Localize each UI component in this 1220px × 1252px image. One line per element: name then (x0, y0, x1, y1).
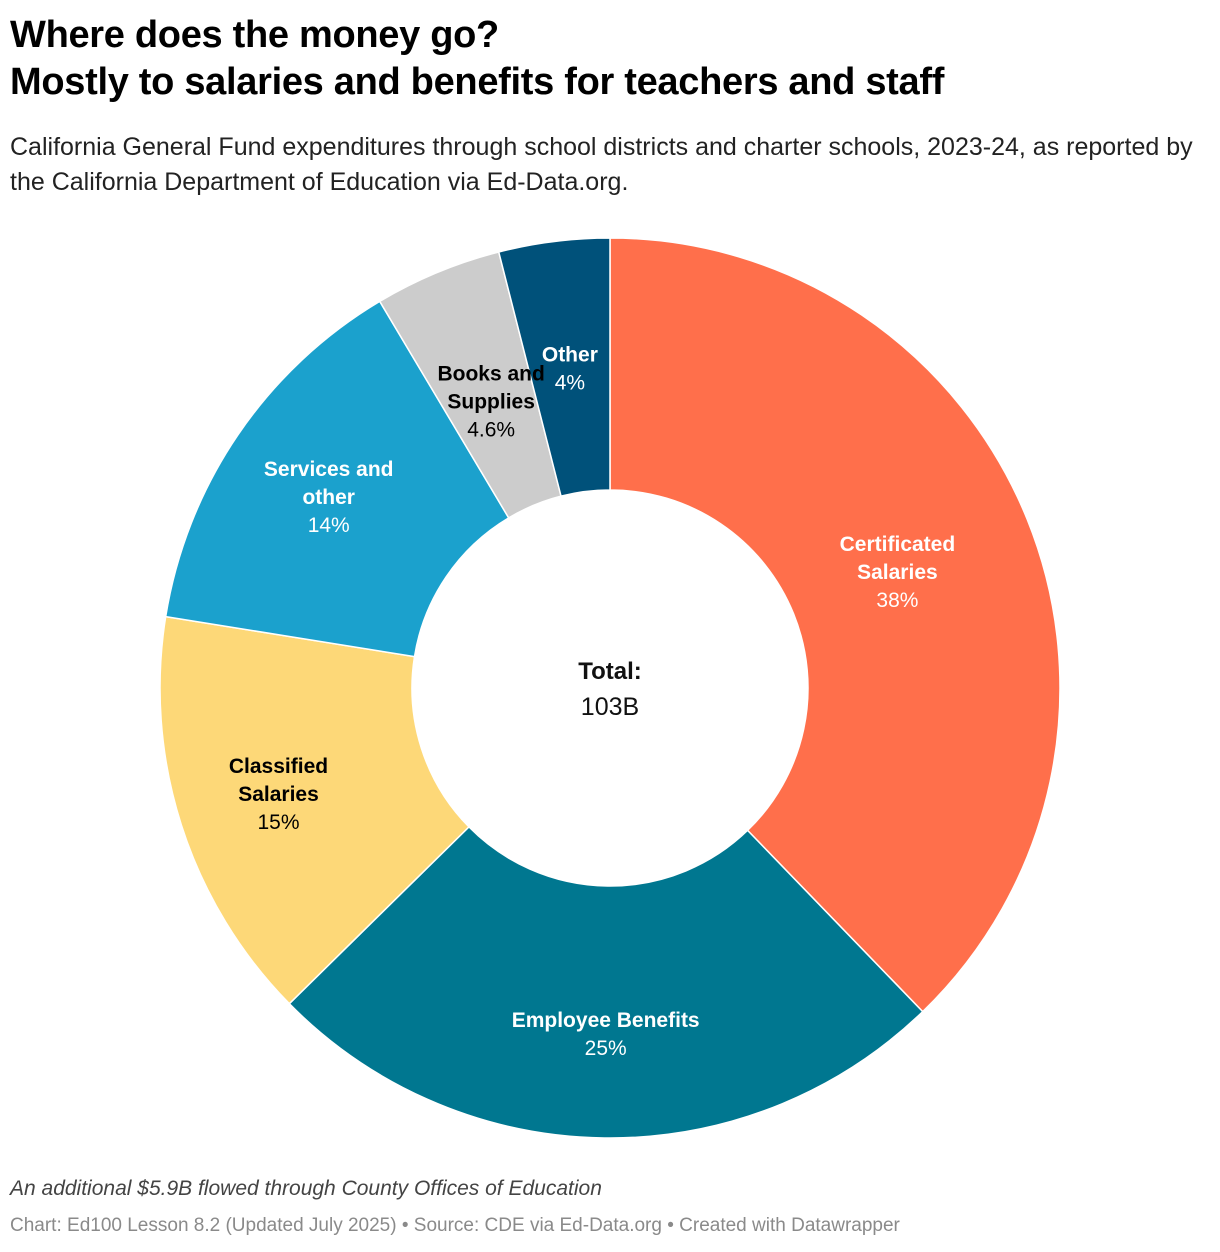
slice-employee-benefits (288, 825, 924, 1139)
chart-note: An additional $5.9B flowed through Count… (10, 1177, 602, 1200)
slice-name-books-and-supplies-line-1: Books and (437, 363, 544, 386)
slice-name-classified-salaries-line-1: Classified (229, 755, 328, 778)
slice-label-books-and-supplies: Books and Supplies 4.6% (437, 363, 544, 442)
donut-slice-labels: Certificated Salaries 38% Employee Benefits… (229, 344, 955, 1060)
slice-value-books-and-supplies: 4.6% (467, 419, 515, 442)
slice-label-employee-benefits: Employee Benefits 25% (512, 1009, 700, 1060)
slice-value-classified-salaries: 15% (257, 811, 299, 834)
slice-name-books-and-supplies-line-2: Supplies (447, 391, 535, 414)
chart-title-line-2: Mostly to salaries and benefits for teac… (10, 61, 945, 103)
slice-name-employee-benefits-line-1: Employee Benefits (512, 1009, 700, 1032)
slice-label-services-and-other: Services and other 14% (264, 458, 394, 537)
chart-title-line-1: Where does the money go? (10, 14, 499, 56)
slice-services-and-other (164, 300, 510, 658)
donut-slices (159, 237, 1061, 1139)
slice-name-services-and-other-line-2: other (302, 486, 355, 509)
slice-name-classified-salaries-line-2: Salaries (238, 783, 319, 806)
slice-name-other-line-1: Other (542, 344, 598, 367)
slice-value-services-and-other: 14% (308, 514, 350, 537)
slice-value-certificated-salaries: 38% (876, 589, 918, 612)
slice-value-employee-benefits: 25% (585, 1037, 627, 1060)
slice-label-certificated-salaries: Certificated Salaries 38% (840, 533, 956, 612)
slice-name-certificated-salaries-line-2: Salaries (857, 561, 938, 584)
slice-label-other: Other 4% (542, 344, 598, 395)
chart-title: Where does the money go? Mostly to salar… (10, 12, 1210, 106)
slice-value-other: 4% (555, 372, 585, 395)
slice-other (497, 237, 611, 498)
slice-name-services-and-other-line-1: Services and (264, 458, 394, 481)
chart-footer: Chart: Ed100 Lesson 8.2 (Updated July 20… (10, 1215, 900, 1236)
slice-label-classified-salaries: Classified Salaries 15% (229, 755, 328, 834)
slice-certificated-salaries (609, 237, 1061, 1013)
chart-subtitle: California General Fund expenditures thr… (10, 133, 1193, 196)
center-total-value: 103B (581, 693, 639, 721)
center-total-label: Total: (578, 658, 642, 685)
slice-name-certificated-salaries-line-1: Certificated (840, 533, 956, 556)
slice-classified-salaries (159, 615, 470, 1005)
